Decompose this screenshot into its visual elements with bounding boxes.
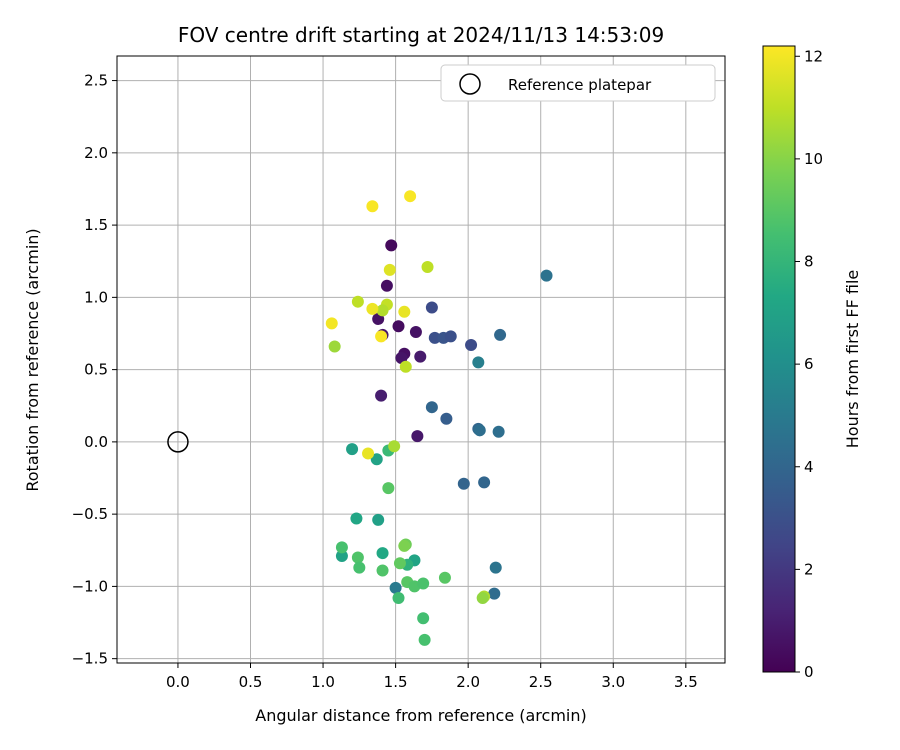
data-point	[353, 561, 366, 574]
data-point	[409, 326, 422, 339]
y-tick-label: 1.0	[84, 288, 108, 306]
y-axis-label: Rotation from reference (arcmin)	[23, 228, 42, 491]
data-point	[417, 577, 430, 590]
colorbar-tick-label: 4	[804, 458, 814, 476]
colorbar-ticks: 0 2 4 6 8 10 12	[795, 47, 823, 681]
colorbar-tick-label: 8	[804, 253, 814, 271]
y-tick-label: 2.5	[84, 72, 108, 90]
reference-marker-group	[167, 431, 189, 453]
data-point	[425, 401, 438, 414]
data-point	[488, 587, 501, 600]
data-point	[418, 633, 431, 646]
y-tick-label: −1.0	[72, 577, 108, 595]
data-point	[366, 200, 379, 213]
data-point	[444, 330, 457, 343]
colorbar: 0 2 4 6 8 10 12 Hours from first FF file	[762, 45, 862, 681]
data-point	[389, 581, 402, 594]
data-point	[376, 304, 389, 317]
data-point	[392, 591, 405, 604]
data-point	[383, 263, 396, 276]
data-point	[489, 561, 502, 574]
colorbar-tick-label: 6	[804, 355, 814, 373]
data-point	[440, 412, 453, 425]
legend-box	[440, 64, 716, 102]
colorbar-tick-label: 2	[804, 560, 814, 578]
data-point	[382, 482, 395, 495]
data-point	[388, 440, 401, 453]
x-tick-label: 2.0	[456, 673, 480, 691]
y-tick-label: 1.5	[84, 216, 108, 234]
y-axis-ticks: −1.5 −1.0 −0.5 0.0 0.5 1.0 1.5 2.0 2.5	[72, 72, 117, 668]
colorbar-tick-label: 0	[804, 663, 814, 681]
y-tick-label: 2.0	[84, 144, 108, 162]
y-tick-label: 0.5	[84, 361, 108, 379]
data-point	[335, 541, 348, 554]
data-point	[428, 331, 441, 344]
data-point	[417, 612, 430, 625]
x-axis-ticks: 0.0 0.5 1.0 1.5 2.0 2.5 3.0 3.5	[166, 663, 698, 691]
data-point	[473, 424, 486, 437]
colorbar-gradient	[762, 45, 796, 673]
data-point	[351, 551, 364, 564]
data-point	[376, 564, 389, 577]
data-point	[540, 269, 553, 282]
data-point	[350, 512, 363, 525]
data-point	[411, 430, 424, 443]
y-tick-label: −0.5	[72, 505, 108, 523]
legend-reference-marker	[459, 73, 481, 95]
data-point	[494, 328, 507, 341]
colorbar-tick-label: 12	[804, 47, 823, 65]
data-point	[438, 571, 451, 584]
data-point	[375, 389, 388, 402]
y-tick-label: 0.0	[84, 433, 108, 451]
x-axis-label: Angular distance from reference (arcmin)	[255, 706, 586, 725]
data-point	[457, 477, 470, 490]
data-point	[398, 305, 411, 318]
x-tick-label: 0.0	[166, 673, 190, 691]
colorbar-label: Hours from first FF file	[843, 270, 862, 449]
data-point	[465, 339, 478, 352]
x-tick-label: 1.0	[311, 673, 335, 691]
data-point	[380, 279, 393, 292]
data-point	[376, 547, 389, 560]
data-point	[476, 591, 489, 604]
colorbar-tick-label: 10	[804, 150, 823, 168]
x-tick-label: 3.5	[674, 673, 698, 691]
data-point	[328, 340, 341, 353]
legend: Reference platepar	[440, 64, 716, 102]
chart-title: FOV centre drift starting at 2024/11/13 …	[178, 23, 664, 47]
data-point	[392, 320, 405, 333]
data-point	[404, 190, 417, 203]
data-point	[478, 476, 491, 489]
data-point	[362, 447, 375, 460]
data-point	[425, 301, 438, 314]
x-tick-label: 3.0	[601, 673, 625, 691]
data-point	[335, 550, 348, 563]
data-point	[375, 330, 388, 343]
x-tick-label: 0.5	[239, 673, 263, 691]
y-tick-label: −1.5	[72, 650, 108, 668]
data-points	[325, 190, 553, 646]
plot-frame	[116, 55, 726, 664]
data-point	[472, 356, 485, 369]
data-point	[351, 295, 364, 308]
data-point	[398, 539, 411, 552]
x-tick-label: 1.5	[384, 673, 408, 691]
data-point	[325, 317, 338, 330]
data-point	[393, 557, 406, 570]
grid-lines	[117, 56, 725, 663]
data-point	[346, 443, 359, 456]
data-point	[421, 261, 434, 274]
data-point	[414, 350, 427, 363]
data-point	[370, 453, 383, 466]
legend-label: Reference platepar	[508, 76, 652, 94]
data-point	[492, 425, 505, 438]
data-point	[399, 360, 412, 373]
data-point	[385, 239, 398, 252]
data-point	[366, 302, 379, 315]
x-tick-label: 2.5	[529, 673, 553, 691]
reference-marker	[167, 431, 189, 453]
data-point	[372, 513, 385, 526]
